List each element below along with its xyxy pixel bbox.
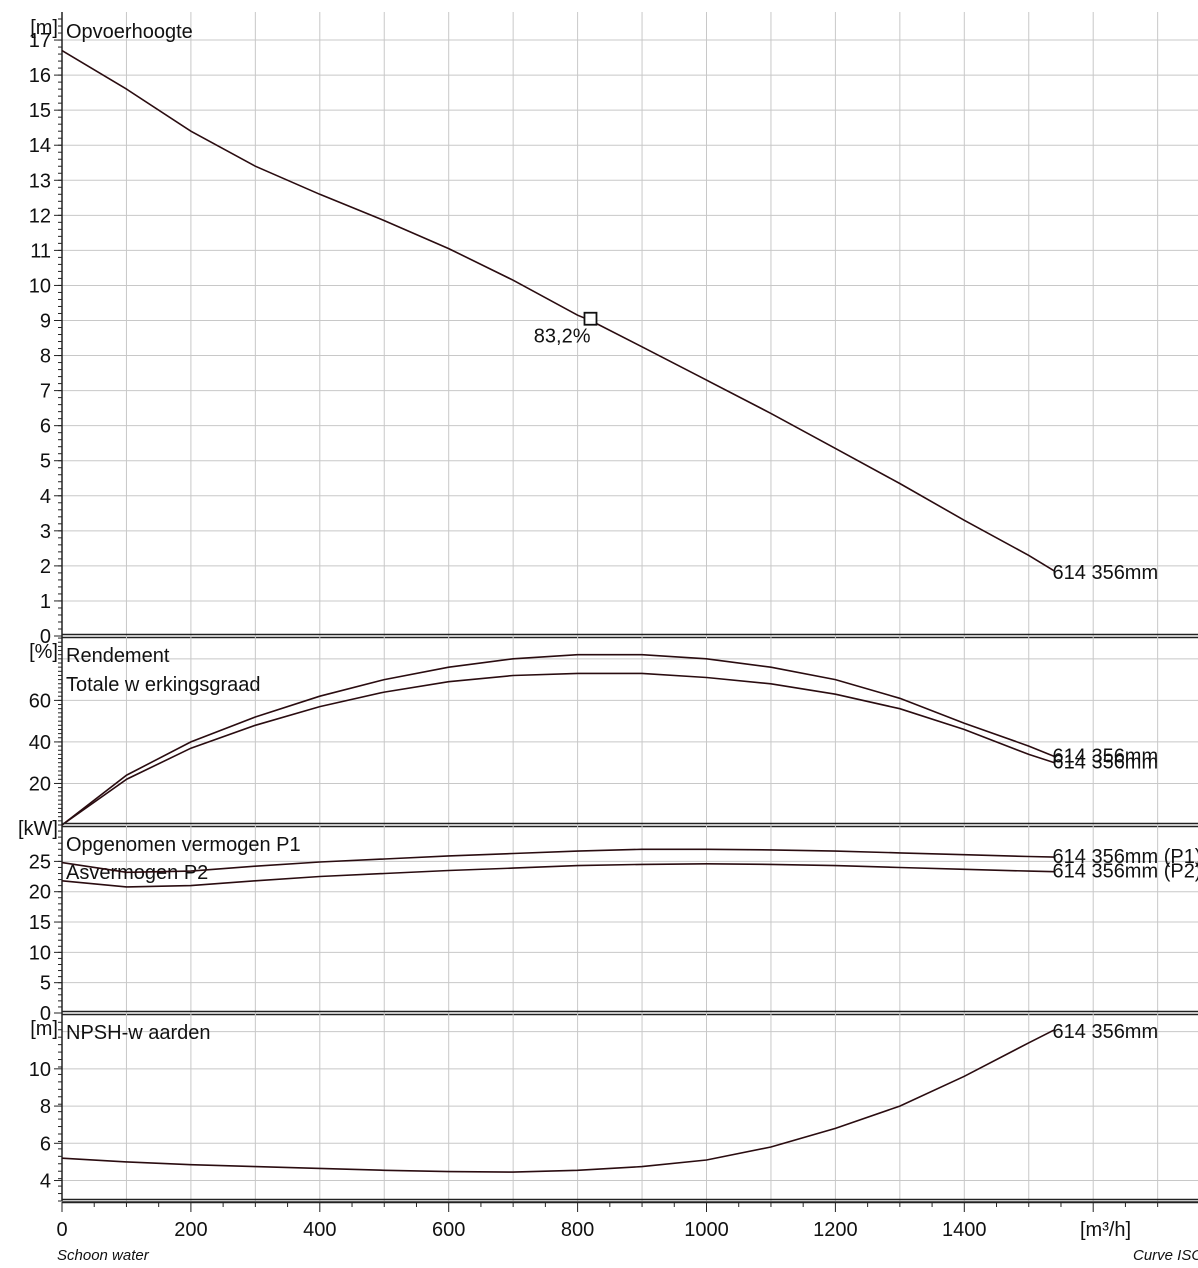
y-tick-label: 10 [29, 1059, 51, 1081]
x-tick-label: 1000 [684, 1219, 729, 1241]
y-tick-label: 5 [40, 973, 51, 995]
series-line-head-0 [61, 49, 1055, 572]
y-tick-label: 0 [40, 1003, 51, 1025]
panel-title: NPSH-w aarden [66, 1022, 211, 1044]
panel-title: Totale w erkingsgraad [66, 674, 261, 696]
series-line-npsh-0 [61, 1029, 1055, 1173]
series-label: 614 356mm [1053, 752, 1159, 774]
series-line-efficiency-1 [61, 672, 1055, 826]
y-tick-label: 15 [29, 100, 51, 122]
series-line-power-1 [61, 862, 1055, 888]
y-tick-label: 8 [40, 346, 51, 368]
footer-fluid-note: Schoon water [57, 1247, 150, 1263]
series-label: 614 356mm [1053, 1021, 1159, 1043]
y-tick-label: 1 [40, 591, 51, 613]
y-tick-label: 10 [29, 275, 51, 297]
y-tick-label: 8 [40, 1096, 51, 1118]
y-tick-label: 20 [29, 882, 51, 904]
y-tick-label: 40 [29, 732, 51, 754]
y-unit-label: [m] [30, 17, 58, 39]
x-tick-label: 1400 [942, 1219, 987, 1241]
y-tick-label: 6 [40, 1133, 51, 1155]
y-tick-label: 9 [40, 310, 51, 332]
x-tick-label: 400 [303, 1219, 336, 1241]
y-tick-label: 15 [29, 912, 51, 934]
panel-title: Opvoerhoogte [66, 21, 193, 43]
x-tick-label: 0 [56, 1219, 67, 1241]
y-tick-label: 13 [29, 170, 51, 192]
y-tick-label: 7 [40, 381, 51, 403]
series-line-power-0 [61, 848, 1055, 874]
series-line-efficiency-0 [61, 653, 1055, 826]
footer-standard-note: Curve ISO [1133, 1247, 1198, 1263]
y-tick-label: 14 [29, 135, 51, 157]
panel-title: Rendement [66, 645, 170, 667]
x-tick-label: 800 [561, 1219, 594, 1241]
y-tick-label: 25 [29, 851, 51, 873]
y-tick-label: 6 [40, 416, 51, 438]
y-tick-label: 4 [40, 486, 51, 508]
y-tick-label: 3 [40, 521, 51, 543]
y-tick-label: 4 [40, 1171, 51, 1193]
y-tick-label: 12 [29, 205, 51, 227]
y-tick-label: 11 [30, 240, 51, 262]
x-tick-label: 600 [432, 1219, 465, 1241]
series-label: 614 356mm [1053, 745, 1159, 767]
y-unit-label: [kW] [18, 818, 58, 840]
y-tick-label: 17 [29, 30, 51, 52]
series-label: 614 356mm (P2) [1053, 861, 1198, 883]
y-tick-label: 2 [40, 556, 51, 578]
panel-title: Asvermogen P2 [66, 862, 208, 884]
bep-label: 83,2% [534, 326, 591, 348]
y-tick-label: 20 [29, 773, 51, 795]
y-tick-label: 5 [40, 451, 51, 473]
x-tick-label: 1200 [813, 1219, 858, 1241]
y-unit-label: [m] [30, 1018, 58, 1040]
bep-marker [583, 311, 598, 326]
y-tick-label: 16 [29, 65, 51, 87]
y-tick-label: 0 [40, 626, 51, 648]
x-unit-label: [m³/h] [1080, 1219, 1131, 1241]
series-label: 614 356mm (P1) [1053, 846, 1198, 868]
y-tick-label: 60 [29, 690, 51, 712]
panel-title: Opgenomen vermogen P1 [66, 834, 301, 856]
y-tick-label: 10 [29, 942, 51, 964]
y-unit-label: [%] [29, 641, 58, 663]
series-label: 614 356mm [1053, 562, 1159, 584]
x-tick-label: 200 [174, 1219, 207, 1241]
